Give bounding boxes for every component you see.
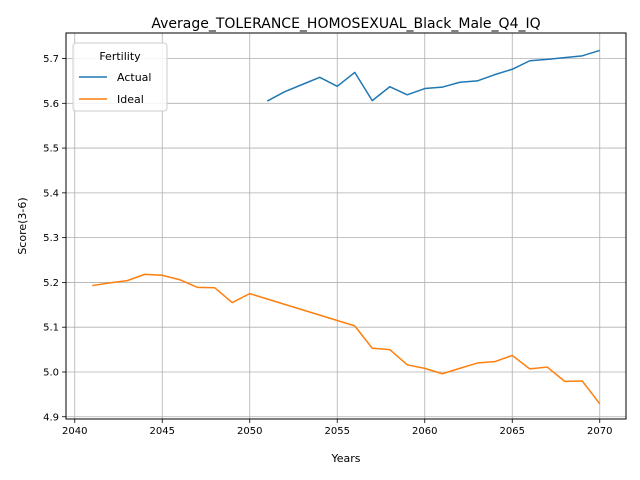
y-tick-label: 5.6	[43, 99, 59, 110]
x-tick-label: 2060	[412, 426, 437, 437]
x-tick-label: 2055	[325, 426, 350, 437]
y-tick-label: 5.0	[43, 367, 59, 378]
x-tick-label: 2050	[237, 426, 262, 437]
y-tick-label: 5.2	[43, 278, 59, 289]
legend-label-actual: Actual	[117, 71, 151, 84]
x-tick-label: 2065	[500, 426, 525, 437]
legend-box	[72, 42, 168, 112]
grid	[66, 33, 626, 419]
chart-title: Average_TOLERANCE_HOMOSEXUAL_Black_Male_…	[151, 16, 540, 32]
x-axis-label: Years	[330, 452, 360, 465]
legend: Fertility Actual Ideal	[72, 42, 168, 112]
x-tick-label: 2040	[62, 426, 87, 437]
y-tick-label: 5.1	[43, 323, 59, 334]
legend-title: Fertility	[99, 50, 141, 63]
series-line-ideal	[92, 273, 601, 405]
y-axis-ticks: 4.9 5.0 5.1 5.2 5.3 5.4 5.5 5.6 5.7	[43, 54, 66, 423]
x-tick-label: 2070	[587, 426, 612, 437]
series-line-actual	[266, 49, 600, 102]
x-axis-ticks: 2040 2045 2050 2055 2060 2065 2070	[62, 419, 612, 437]
y-axis-label: Score(3-6)	[16, 197, 29, 254]
y-tick-label: 5.7	[43, 54, 59, 65]
legend-label-ideal: Ideal	[117, 93, 144, 106]
y-tick-label: 4.9	[43, 412, 59, 423]
y-tick-label: 5.5	[43, 144, 59, 155]
y-tick-label: 5.4	[43, 188, 59, 199]
x-tick-label: 2045	[150, 426, 175, 437]
plot-frame	[65, 32, 627, 420]
series-lines	[92, 49, 601, 405]
y-tick-label: 5.3	[43, 233, 59, 244]
